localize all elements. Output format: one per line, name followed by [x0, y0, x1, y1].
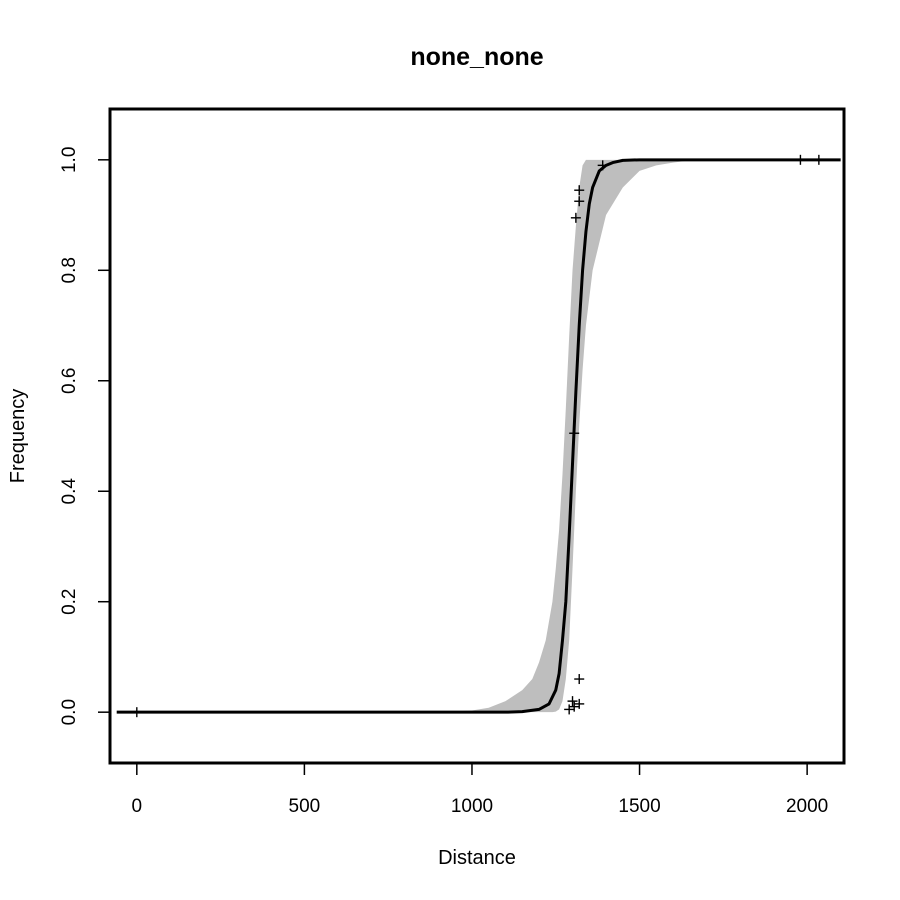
data-point	[795, 154, 806, 165]
fit-curve-line	[116, 158, 841, 714]
data-point	[813, 154, 824, 165]
x-tick-label: 0	[132, 796, 143, 817]
x-tick-label: 1500	[618, 796, 660, 817]
data-point	[569, 428, 580, 439]
y-tick-label: 0.6	[59, 368, 80, 394]
y-tick-label: 0.4	[59, 478, 80, 505]
y-axis-label: Frequency	[7, 389, 29, 484]
data-point	[564, 704, 575, 715]
y-axis: 0.0 0.2 0.4 0.6 0.8 1.0	[59, 147, 111, 725]
y-tick-label: 0.2	[59, 588, 80, 614]
x-tick-label: 500	[289, 796, 321, 817]
data-point	[574, 674, 585, 685]
data-point	[131, 707, 142, 718]
data-point	[574, 698, 585, 709]
plot-frame	[108, 107, 846, 765]
chart-title: none_none	[410, 43, 543, 71]
x-axis-label: Distance	[438, 847, 516, 869]
y-tick-label: 0.8	[59, 257, 80, 283]
data-points-layer	[131, 154, 824, 718]
y-tick-label: 1.0	[59, 147, 80, 173]
data-point	[570, 212, 581, 223]
data-point	[574, 185, 585, 196]
x-tick-label: 2000	[786, 796, 828, 817]
data-point	[569, 701, 580, 712]
fit-curve-layer	[116, 158, 841, 714]
x-axis: 0 500 1000 1500 2000	[132, 762, 828, 817]
data-point	[574, 196, 585, 207]
data-point	[567, 696, 578, 707]
x-tick-label: 1000	[451, 796, 493, 817]
data-point	[597, 160, 608, 171]
y-tick-label: 0.0	[59, 699, 80, 725]
